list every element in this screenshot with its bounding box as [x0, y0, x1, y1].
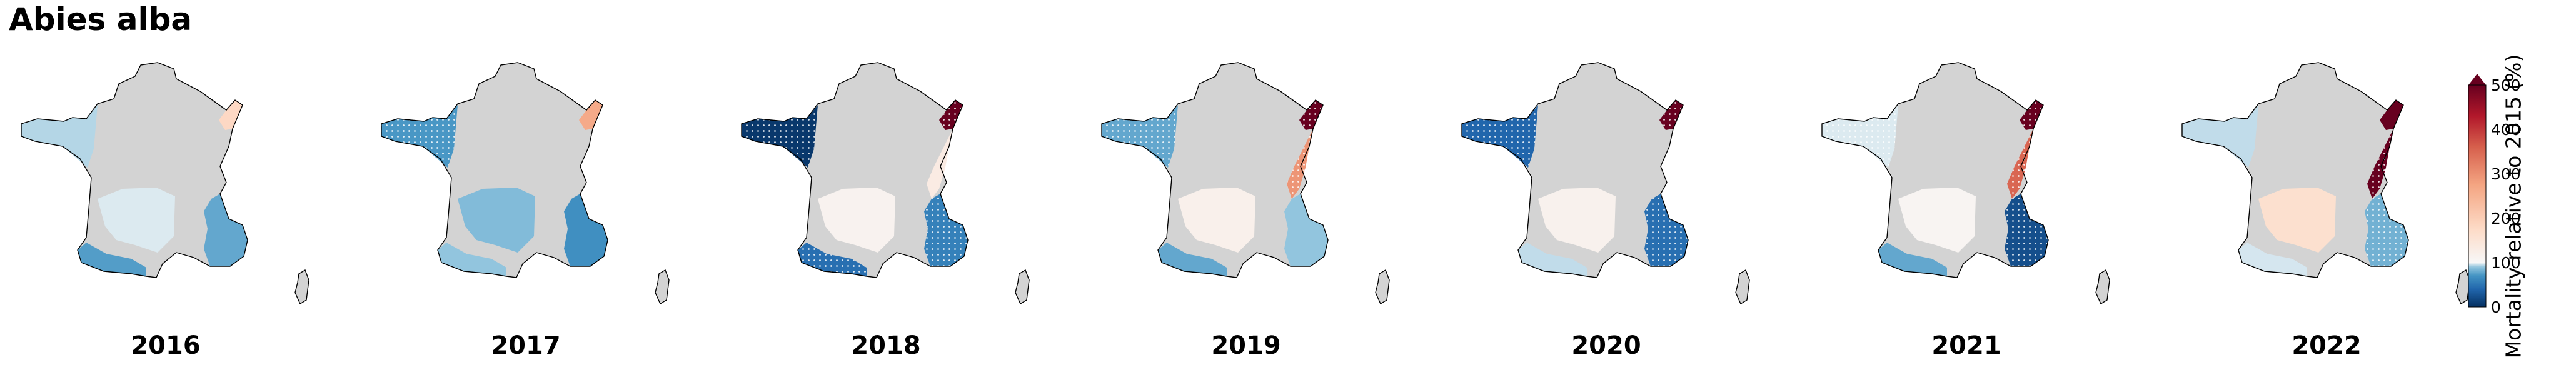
hatching-east — [2007, 129, 2033, 199]
region-southeast — [1284, 194, 1328, 266]
year-label: 2018 — [851, 331, 921, 360]
land-no-data — [2182, 63, 2408, 278]
colorbar — [2468, 74, 2487, 308]
hatching-west — [1102, 105, 1178, 168]
land-no-data — [381, 63, 608, 278]
region-southeast — [564, 194, 608, 266]
region-pyrenees — [1518, 243, 1587, 276]
colorbar-tick-label: 100 — [2491, 254, 2521, 272]
france-map — [1461, 62, 1750, 305]
region-central — [1898, 188, 1976, 253]
colorbar-tick-label: 500 — [2491, 76, 2521, 94]
hatching-northeast — [1299, 100, 1323, 130]
colorbar-extend-arrow — [2468, 74, 2486, 85]
region-pyrenees — [2238, 243, 2307, 276]
land-no-data — [1822, 63, 2048, 278]
colorbar-tick-label: 200 — [2491, 209, 2521, 228]
year-label: 2016 — [131, 331, 201, 360]
hatching-southeast — [2365, 194, 2408, 266]
corsica — [2455, 269, 2470, 305]
hatching-west — [1462, 105, 1538, 168]
hatching-southeast — [924, 194, 968, 266]
map-panel-2021: 2021 — [1813, 55, 2138, 360]
corsica — [2095, 269, 2110, 305]
region-pyrenees — [78, 243, 146, 276]
coastline — [741, 62, 969, 278]
corsica — [294, 269, 309, 305]
coastline — [1821, 62, 2049, 278]
region-east — [927, 129, 953, 199]
land-no-data — [21, 63, 248, 278]
coastline — [381, 62, 608, 278]
map-panel-2018: 2018 — [733, 55, 1058, 360]
france-map — [1101, 62, 1390, 305]
colorbar-tick-label: 300 — [2491, 165, 2521, 183]
hatching-southeast — [1644, 194, 1688, 266]
colorbar-ramp — [2468, 84, 2487, 308]
region-central — [1538, 188, 1616, 253]
colorbar-tick-label: 400 — [2491, 121, 2521, 139]
hatching-east — [2367, 129, 2393, 199]
hatching-northeast — [2020, 100, 2043, 130]
region-southeast — [204, 194, 248, 266]
land-no-data — [1462, 63, 1688, 278]
hatching-southeast — [2005, 194, 2048, 266]
region-west — [2182, 105, 2258, 168]
coastline — [2181, 62, 2409, 278]
region-central — [818, 188, 895, 253]
hatching-east — [1287, 129, 1313, 199]
corsica — [1375, 269, 1390, 305]
france-map — [1821, 62, 2110, 305]
region-pyrenees — [438, 243, 506, 276]
hatching-west — [381, 105, 458, 168]
colorbar-label: Mortality relative to 2015 (%) — [2501, 54, 2526, 359]
coastline — [1101, 62, 1329, 278]
region-pyrenees — [1878, 243, 1947, 276]
year-label: 2017 — [491, 331, 561, 360]
corsica — [655, 269, 670, 305]
france-map — [381, 62, 670, 305]
year-label: 2019 — [1211, 331, 1281, 360]
france-map — [741, 62, 1030, 305]
map-panel-2022: 2022 — [2173, 55, 2498, 360]
france-map — [21, 62, 309, 305]
figure-title: Abies alba — [9, 1, 193, 38]
region-central — [2258, 188, 2336, 253]
map-panel-2020: 2020 — [1453, 55, 1778, 360]
coastline — [1461, 62, 1689, 278]
year-label: 2022 — [2292, 331, 2362, 360]
map-panel-2019: 2019 — [1093, 55, 1418, 360]
corsica — [1015, 269, 1030, 305]
region-central — [1178, 188, 1255, 253]
hatching-west — [742, 105, 818, 168]
hatching-northeast — [1659, 100, 1683, 130]
coastline — [21, 62, 248, 278]
corsica — [1735, 269, 1750, 305]
region-central — [458, 188, 535, 253]
hatching-northeast — [939, 100, 963, 130]
map-panel-2016: 2016 — [13, 55, 338, 360]
hatching-west — [1822, 105, 1898, 168]
land-no-data — [1102, 63, 1328, 278]
colorbar-tick-label: 0 — [2491, 298, 2501, 316]
map-panel-2017: 2017 — [373, 55, 698, 360]
year-label: 2021 — [1931, 331, 2001, 360]
region-northeast — [579, 100, 603, 130]
france-map — [2181, 62, 2470, 305]
region-northeast — [219, 100, 243, 130]
year-label: 2020 — [1571, 331, 1641, 360]
region-pyrenees — [1158, 243, 1227, 276]
region-central — [98, 188, 175, 253]
region-northeast — [2380, 100, 2403, 130]
hatching-pyrenees — [798, 243, 867, 276]
land-no-data — [742, 63, 968, 278]
region-west — [21, 105, 98, 168]
